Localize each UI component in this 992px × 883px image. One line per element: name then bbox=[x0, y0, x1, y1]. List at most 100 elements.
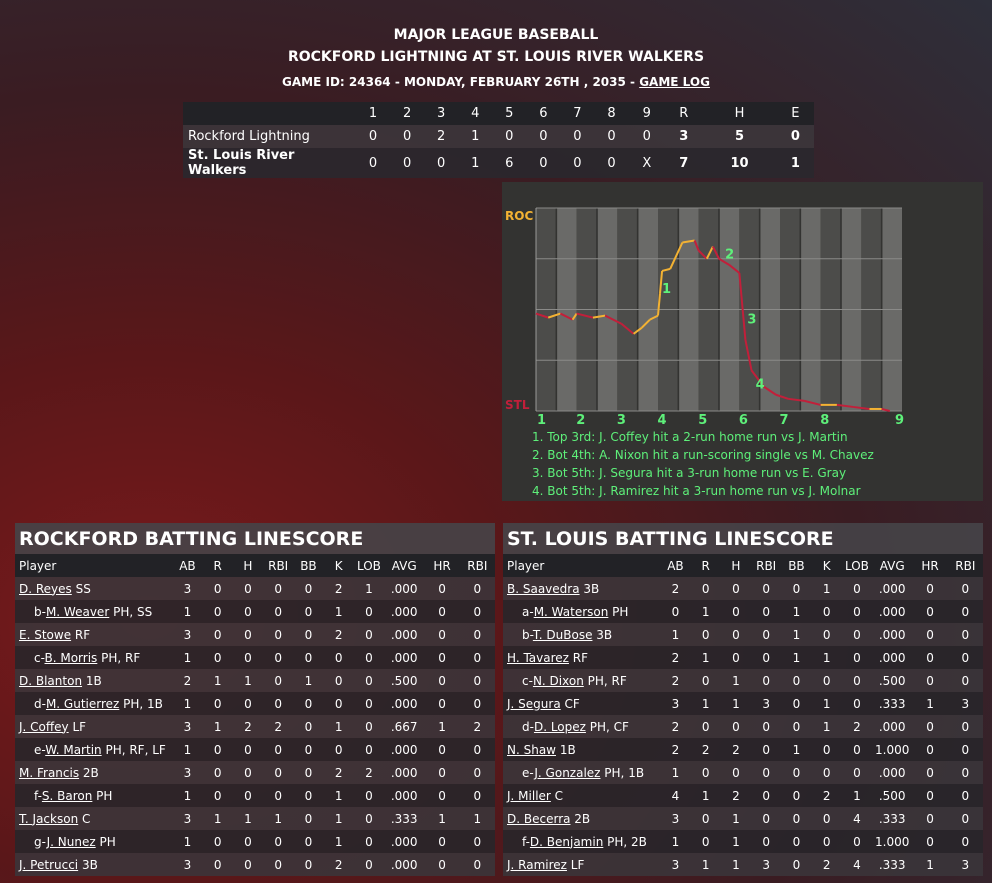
win-prob-segment bbox=[559, 312, 574, 321]
stat-cell: 0 bbox=[473, 696, 482, 711]
player-name-link[interactable]: H. Tavarez bbox=[507, 650, 569, 665]
player-name-link[interactable]: J. Ramirez bbox=[507, 857, 567, 872]
stat-cell: 0 bbox=[671, 604, 680, 619]
sub-prefix: e- bbox=[34, 742, 46, 757]
stat-cell: 1 bbox=[792, 742, 801, 757]
stat-cell: 0 bbox=[365, 857, 373, 872]
player-name-link[interactable]: J. Coffey bbox=[19, 719, 69, 734]
player-name-link[interactable]: D. Lopez bbox=[533, 719, 586, 734]
player-name-link[interactable]: D. Becerra bbox=[507, 811, 571, 826]
player-name-link[interactable]: D. Benjamin bbox=[529, 834, 604, 849]
stat-cell: 0 bbox=[304, 857, 313, 872]
player-name-link[interactable]: J. Petrucci bbox=[19, 857, 79, 872]
player-name-link[interactable]: B. Saavedra bbox=[507, 581, 580, 596]
player-name-link[interactable]: T. Jackson bbox=[19, 811, 79, 826]
player-position: C bbox=[550, 788, 564, 803]
player-name-link[interactable]: W. Martin bbox=[45, 742, 102, 757]
stat-cell: 0 bbox=[926, 627, 934, 642]
batting-header-cell: BB bbox=[788, 558, 805, 573]
player-info: D. Becerra 2B bbox=[507, 812, 590, 826]
player-name-link[interactable]: M. Francis bbox=[19, 765, 80, 780]
player-cell: d-M. Gutierrez PH, 1B bbox=[15, 692, 172, 715]
player-name-link[interactable]: N. Shaw bbox=[507, 742, 556, 757]
batting-header-cell: R bbox=[213, 558, 222, 573]
win-prob-segment bbox=[718, 257, 730, 266]
player-name-link[interactable]: B. Morris bbox=[44, 650, 98, 665]
inning-tick-label: 5 bbox=[698, 413, 707, 428]
stat-cell: 0 bbox=[274, 857, 282, 872]
player-name-link[interactable]: D. Blanton bbox=[19, 673, 83, 688]
linescore-row: St. Louis River Walkers 0 0 0 1 6 0 0 0 X 7 10 1 bbox=[183, 148, 814, 178]
stat-cell: 0 bbox=[274, 834, 282, 849]
player-info: J. Coffey LF bbox=[19, 720, 86, 734]
stat-cell: 0 bbox=[762, 581, 770, 596]
batting-row: e-J. Gonzalez PH, 1B 1 0 0 0 0 0 0 .000 0 0 bbox=[503, 761, 983, 784]
stat-cell: 0 bbox=[701, 765, 710, 780]
player-cell: J. Ramirez LF bbox=[503, 853, 660, 876]
player-name-link[interactable]: M. Waterson bbox=[533, 604, 609, 619]
player-name-link[interactable]: J. Nunez bbox=[46, 834, 96, 849]
stat-cell: 0 bbox=[961, 673, 970, 688]
player-position: 1B bbox=[82, 673, 102, 688]
player-name-link[interactable]: D. Reyes bbox=[19, 581, 72, 596]
win-prob-segment bbox=[649, 314, 659, 321]
stat-cell: 1 bbox=[183, 604, 192, 619]
player-info: D. Blanton 1B bbox=[19, 674, 102, 688]
player-cell: g-J. Nunez PH bbox=[15, 830, 172, 853]
player-position: PH, RF bbox=[583, 673, 627, 688]
player-name-link[interactable]: S. Baron bbox=[41, 788, 93, 803]
player-position: C bbox=[78, 811, 91, 826]
stat-cell: 0 bbox=[473, 788, 482, 803]
player-name-link[interactable]: J. Segura bbox=[507, 696, 561, 711]
stat-cell: 0 bbox=[274, 788, 282, 803]
player-position: PH, 1B bbox=[600, 765, 645, 780]
player-name-link[interactable]: E. Stowe bbox=[19, 627, 72, 642]
linescore-cell: 0 bbox=[402, 129, 412, 144]
stat-cell: 0 bbox=[961, 650, 970, 665]
player-info: a-M. Waterson PH bbox=[507, 605, 628, 619]
win-prob-segment bbox=[697, 249, 708, 260]
stat-cell: 2 bbox=[183, 673, 192, 688]
batting-row: D. Becerra 2B 3 0 1 0 0 0 4 .333 0 0 bbox=[503, 807, 983, 830]
inning-tick-label: 2 bbox=[576, 413, 585, 428]
player-name-link[interactable]: M. Weaver bbox=[45, 604, 110, 619]
batting-row: c-N. Dixon PH, RF 2 0 1 0 0 0 0 .500 0 0 bbox=[503, 669, 983, 692]
stat-cell: 3 bbox=[762, 857, 770, 872]
game-log-link[interactable]: GAME LOG bbox=[639, 75, 710, 89]
matchup-title: ROCKFORD LIGHTNING AT ST. LOUIS RIVER WA… bbox=[287, 49, 705, 65]
player-name-link[interactable]: M. Gutierrez bbox=[45, 696, 120, 711]
stat-cell: 0 bbox=[438, 742, 446, 757]
stlouis-batting-table: Player AB R H RBI BB K LOB AVG HR RBI B. Saavedra 3… bbox=[503, 554, 983, 876]
stat-cell: 0 bbox=[304, 650, 313, 665]
stat-cell: 1 bbox=[274, 811, 282, 826]
stat-cell: .000 bbox=[390, 834, 418, 849]
player-name-link[interactable]: J. Miller bbox=[507, 788, 551, 803]
stat-cell: 0 bbox=[473, 627, 482, 642]
player-position: LF bbox=[68, 719, 87, 734]
batting-header-cell: LOB bbox=[356, 558, 381, 573]
linescore-cell: 0 bbox=[402, 155, 412, 171]
inning-tick-label: 6 bbox=[739, 413, 748, 428]
stat-cell: 2 bbox=[822, 788, 831, 803]
player-info: f-D. Benjamin PH, 2B bbox=[507, 835, 647, 849]
stat-cell: 0 bbox=[961, 581, 970, 596]
stat-cell: .500 bbox=[390, 673, 418, 688]
linescore-cell: 0 bbox=[573, 129, 582, 144]
stat-cell: 0 bbox=[822, 742, 831, 757]
player-name-link[interactable]: T. DuBose bbox=[532, 627, 593, 642]
linescore-header-cell: 7 bbox=[573, 106, 582, 121]
stat-cell: 0 bbox=[244, 581, 252, 596]
stat-cell: 0 bbox=[792, 788, 801, 803]
player-name-link[interactable]: J. Gonzalez bbox=[534, 765, 601, 780]
batting-row: b-M. Weaver PH, SS 1 0 0 0 0 1 0 .000 0 0 bbox=[15, 600, 495, 623]
stat-cell: 0 bbox=[274, 742, 282, 757]
win-prob-segment bbox=[604, 314, 622, 325]
linescore-header-cell: 3 bbox=[437, 106, 446, 121]
stat-cell: 0 bbox=[365, 811, 373, 826]
stat-cell: 3 bbox=[183, 811, 192, 826]
player-name-link[interactable]: N. Dixon bbox=[532, 673, 584, 688]
rockford-batting-panel: ROCKFORD BATTING LINESCORE Player AB R H RBI… bbox=[15, 523, 495, 876]
batting-header-row: Player AB R H RBI BB K LOB AVG HR RBI bbox=[15, 554, 495, 577]
stat-cell: 0 bbox=[926, 650, 934, 665]
player-info: c-N. Dixon PH, RF bbox=[507, 674, 627, 688]
